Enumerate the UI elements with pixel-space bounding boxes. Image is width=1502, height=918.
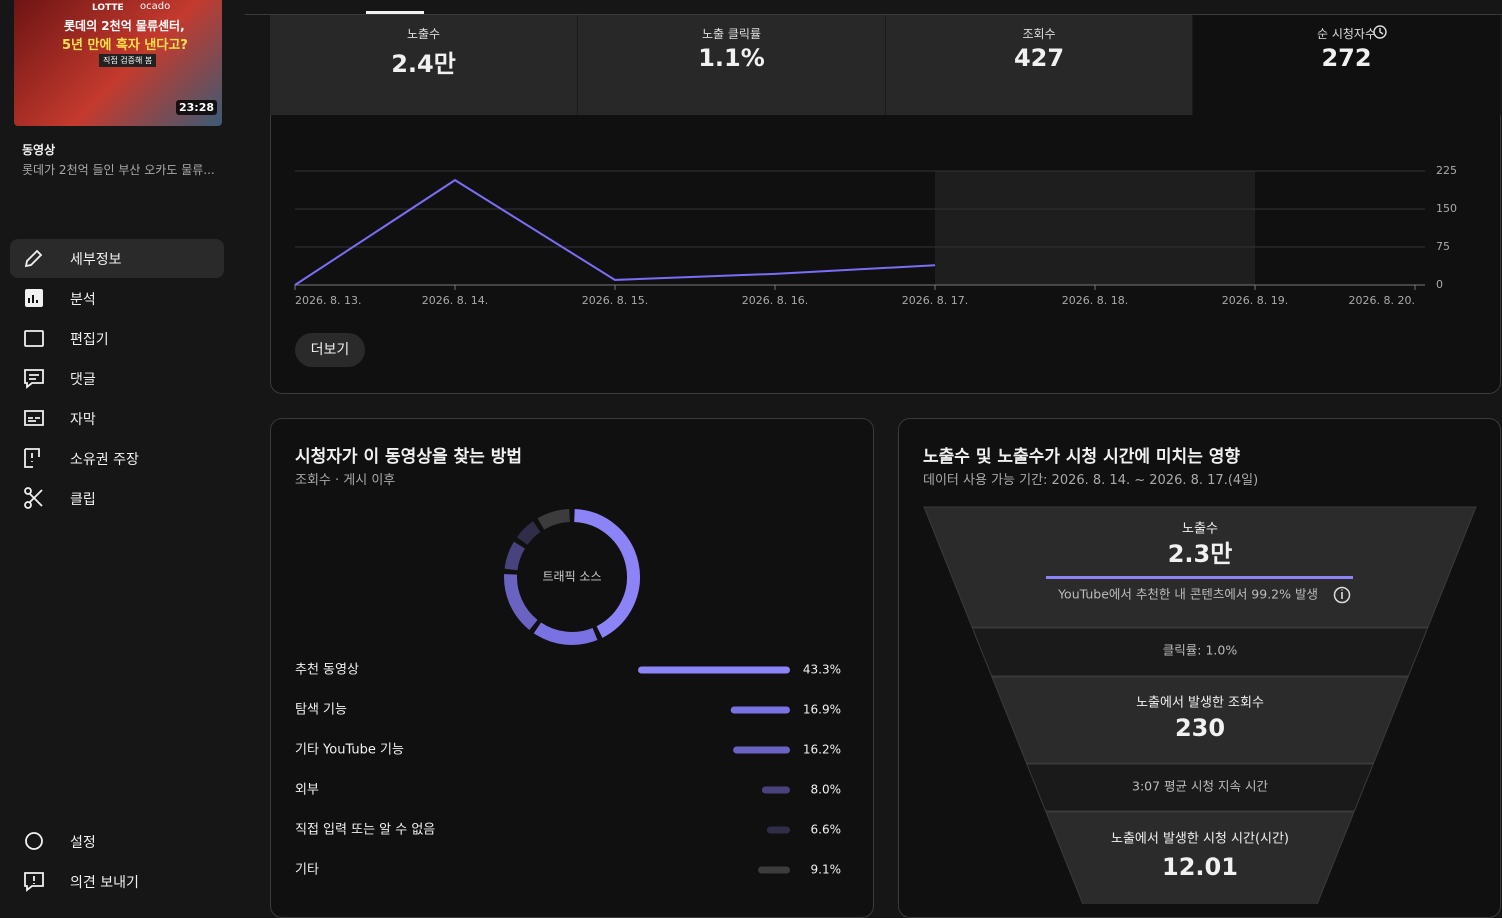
- nav-icon: [24, 487, 43, 509]
- nav-item[interactable]: 자막: [70, 412, 96, 428]
- metric-label: 조회수: [1022, 27, 1056, 41]
- more-button[interactable]: 더보기: [295, 333, 365, 367]
- metric-label: 노출수: [406, 27, 441, 41]
- card-subtitle: 조회수 · 게시 이후: [295, 473, 396, 488]
- tagline: 직접 검증해 봄: [99, 54, 157, 67]
- metric-tab[interactable]: 순 시청자수 272: [1193, 15, 1501, 115]
- nav-icon: [24, 330, 44, 347]
- metric-tab[interactable]: 노출수 2.4만: [270, 15, 578, 115]
- thumbnail[interactable]: LOTTE ocado 롯데의 2천억 물류센터, 5년 만에 흑자 낸다고? …: [14, 0, 222, 126]
- duration: 23:28: [176, 100, 218, 115]
- icon-shape: [24, 410, 44, 426]
- video-title: 롯데가 2천억 들인 부산 오카도 물류...: [22, 163, 215, 177]
- metric-value: 1.1%: [698, 44, 765, 72]
- icon-shape: [24, 448, 40, 468]
- icon-shape: [25, 832, 43, 850]
- card-title: 노출수 및 노출수가 시청 시간에 미치는 영향: [923, 447, 1241, 467]
- metric-value: 427: [1013, 44, 1065, 72]
- icon-shape: [25, 289, 43, 307]
- nav-item[interactable]: 세부정보: [70, 252, 122, 268]
- card-title: 시청자가 이 동영상을 찾는 방법: [295, 447, 522, 467]
- nav-icon: [24, 410, 44, 426]
- nav-icon: [25, 832, 43, 850]
- nav-item[interactable]: 의견 보내기: [70, 875, 139, 891]
- nav-icon: [24, 448, 40, 468]
- metric-label: 순 시청자수: [1316, 27, 1376, 41]
- icon-shape: [24, 872, 44, 892]
- tab-indicator: [366, 11, 424, 14]
- headline: 롯데의 2천억 물류센터,: [64, 19, 185, 33]
- metric-value: 272: [1321, 44, 1372, 72]
- card-subtitle: 데이터 사용 가능 기간: 2026. 8. 14. ~ 2026. 8. 17…: [923, 473, 1259, 488]
- nav-item[interactable]: 댓글: [70, 372, 96, 388]
- divider: [245, 14, 1502, 15]
- icon-shape: [24, 330, 44, 347]
- brand: LOTTE: [92, 3, 124, 13]
- icon-shape: [24, 487, 43, 509]
- brand: ocado: [140, 1, 171, 12]
- section-label: 동영상: [22, 143, 56, 157]
- metric-value: 2.4만: [391, 50, 456, 78]
- nav-icon: [24, 872, 44, 892]
- nav-icon: [25, 289, 43, 307]
- headline: 5년 만에 흑자 낸다고?: [62, 38, 188, 53]
- nav-icon: [24, 369, 44, 389]
- nav-item[interactable]: 분석: [70, 292, 96, 308]
- nav-selected: [10, 239, 224, 278]
- nav-item[interactable]: 클립: [70, 492, 96, 508]
- funnel-card: [898, 418, 1501, 918]
- metric-tab[interactable]: 조회수 427: [886, 15, 1193, 115]
- metric-tab[interactable]: 노출 클릭률 1.1%: [578, 15, 886, 115]
- traffic-card: [270, 418, 874, 918]
- nav-item[interactable]: 소유권 주장: [70, 452, 139, 468]
- icon-shape: [24, 369, 44, 389]
- metric-label: 노출 클릭률: [701, 27, 761, 41]
- nav-item[interactable]: 편집기: [70, 332, 109, 348]
- nav-item[interactable]: 설정: [70, 835, 96, 851]
